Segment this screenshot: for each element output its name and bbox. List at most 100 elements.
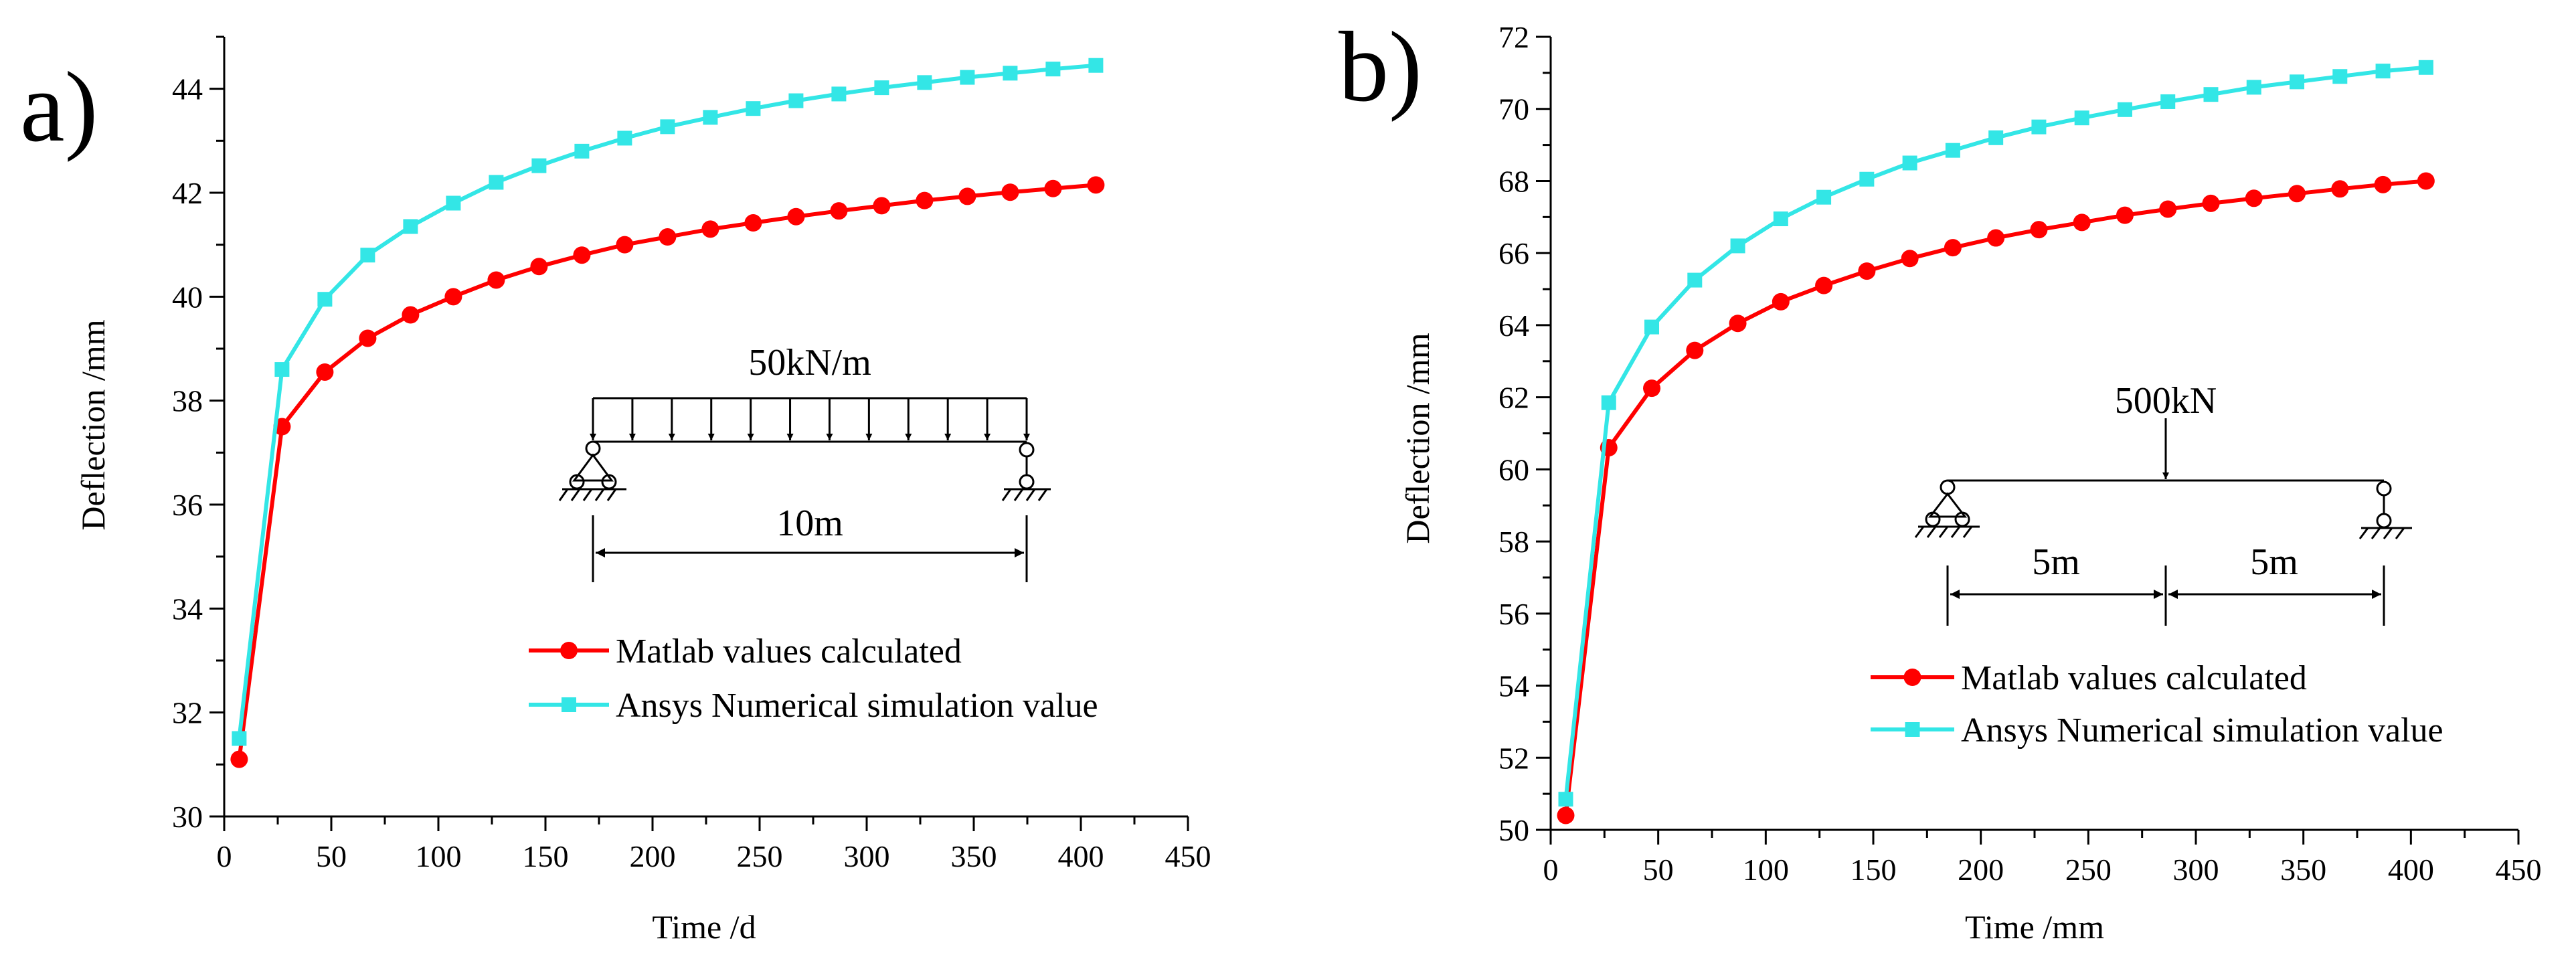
series-point-2 xyxy=(2332,69,2348,84)
series-point-1 xyxy=(830,202,848,220)
series-point-2 xyxy=(1773,211,1788,227)
series-point-2 xyxy=(1816,189,1832,205)
series-point-1 xyxy=(916,191,934,209)
series-point-2 xyxy=(1558,792,1573,807)
x-tick-label: 450 xyxy=(2496,853,2542,887)
series-point-2 xyxy=(1687,272,1703,288)
series-point-2 xyxy=(317,292,333,307)
x-tick-label: 250 xyxy=(2065,853,2112,887)
ticks-b: 0 50 100 150 200 250 300 350 400 450 50 52 54 56 58 60 6… xyxy=(1498,20,2542,887)
series-point-2 xyxy=(917,75,932,90)
series-point-1 xyxy=(444,288,462,306)
series-point-2 xyxy=(2160,94,2176,109)
y-tick-label: 54 xyxy=(1498,669,1529,703)
series-point-2 xyxy=(274,362,290,377)
x-tick-label: 200 xyxy=(1958,853,2004,887)
series-point-2 xyxy=(1859,171,1875,187)
x-tick-label: 400 xyxy=(2388,853,2434,887)
y-tick-label: 64 xyxy=(1498,309,1529,343)
series-point-1 xyxy=(1686,341,1704,359)
y-tick-label: 60 xyxy=(1498,452,1529,487)
series-point-2 xyxy=(1088,58,1104,73)
series-point-1 xyxy=(1729,315,1747,333)
y-axis-title-a: Deflection /mm xyxy=(74,319,112,530)
series-point-1 xyxy=(1944,239,1962,257)
legend-label: Matlab values calculated xyxy=(616,632,962,671)
panel-label-b: b) xyxy=(1339,11,1422,122)
x-tick-label: 350 xyxy=(2280,853,2326,887)
y-tick-label: 66 xyxy=(1498,236,1529,270)
pin-support-icon xyxy=(558,440,626,501)
series-point-1 xyxy=(2073,213,2091,232)
legend-b: Matlab values calculated Ansys Numerical … xyxy=(1871,659,2443,750)
series-point-2 xyxy=(660,119,675,135)
series-point-1 xyxy=(530,258,548,276)
roller-support-icon xyxy=(1001,442,1051,501)
series-point-2 xyxy=(788,93,804,108)
series-point-1 xyxy=(230,750,248,768)
series-point-2 xyxy=(617,130,632,146)
y-tick-label: 40 xyxy=(172,280,203,314)
y-tick-label: 44 xyxy=(172,72,203,106)
x-tick-label: 100 xyxy=(416,839,462,873)
legend-swatch-marker xyxy=(1903,669,1921,686)
series-point-2 xyxy=(746,101,761,116)
legend-label: Ansys Numerical simulation value xyxy=(616,687,1098,725)
series-point-2 xyxy=(574,143,590,159)
panel-label-a: a) xyxy=(20,52,98,163)
x-tick-label: 350 xyxy=(951,839,997,873)
series-point-1 xyxy=(958,187,976,205)
legend-swatch-marker xyxy=(560,642,578,659)
x-tick-label: 100 xyxy=(1743,853,1789,887)
legend-swatch-marker xyxy=(1905,722,1920,737)
series-point-2 xyxy=(874,80,889,96)
series-point-1 xyxy=(402,306,420,324)
series-point-1 xyxy=(2159,200,2177,218)
series-point-1 xyxy=(2116,206,2134,224)
y-tick-label: 38 xyxy=(172,384,203,418)
series-point-1 xyxy=(1044,179,1062,197)
x-tick-label: 150 xyxy=(1851,853,1897,887)
chart-panel-a: a) 0 50 100 150 200 250 300 350 400 450 30 32 34 36 38… xyxy=(20,35,1211,946)
series-point-2 xyxy=(2074,110,2089,126)
y-tick-label: 56 xyxy=(1498,597,1529,631)
series-point-1 xyxy=(2245,189,2263,207)
inset-span-left-label-b: 5m xyxy=(2032,541,2080,583)
series-point-2 xyxy=(703,110,718,125)
inset-span-right-label-b: 5m xyxy=(2250,541,2298,583)
y-tick-label: 50 xyxy=(1498,813,1529,847)
legend-a: Matlab values calculated Ansys Numerical … xyxy=(529,632,1098,725)
y-tick-label: 70 xyxy=(1498,92,1529,126)
series-point-2 xyxy=(2117,102,2132,117)
y-tick-label: 32 xyxy=(172,696,203,730)
y-tick-label: 72 xyxy=(1498,20,1529,54)
series-point-2 xyxy=(531,158,547,173)
series-point-2 xyxy=(2246,80,2261,95)
series-point-1 xyxy=(1001,183,1019,201)
y-tick-label: 58 xyxy=(1498,525,1529,559)
x-tick-label: 50 xyxy=(316,839,347,873)
x-tick-label: 250 xyxy=(737,839,783,873)
series-point-1 xyxy=(1772,292,1790,311)
series-point-2 xyxy=(1988,130,2004,145)
distributed-load-arrows xyxy=(590,398,1030,440)
series-point-2 xyxy=(360,248,375,263)
series-point-1 xyxy=(1858,262,1876,280)
series-point-2 xyxy=(1601,395,1616,410)
ticks-a: 0 50 100 150 200 250 300 350 400 450 30 32 34 36 38 40 4… xyxy=(172,35,1211,873)
series-point-2 xyxy=(2418,60,2433,75)
y-tick-label: 30 xyxy=(172,800,203,834)
series-point-1 xyxy=(2417,172,2435,190)
y-tick-label: 42 xyxy=(172,176,203,210)
series-point-1 xyxy=(2331,180,2349,198)
series-point-2 xyxy=(232,731,247,746)
series-point-1 xyxy=(873,197,891,215)
series-point-2 xyxy=(489,175,504,190)
x-tick-label: 450 xyxy=(1165,839,1211,873)
series-b xyxy=(1557,60,2435,824)
series-point-1 xyxy=(2374,175,2392,193)
series-point-1 xyxy=(1087,176,1105,194)
inset-load-label-b: 500kN xyxy=(2115,380,2217,422)
series-point-2 xyxy=(1945,143,1960,158)
